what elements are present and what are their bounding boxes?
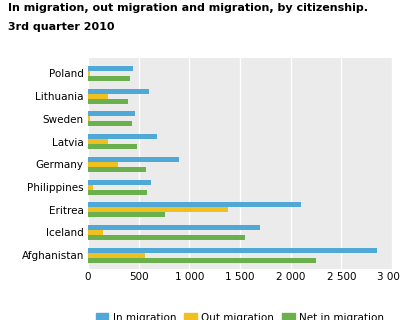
- Bar: [88, 230, 103, 235]
- Bar: [88, 121, 132, 126]
- Text: In migration, out migration and migration, by citizenship.: In migration, out migration and migratio…: [8, 3, 368, 13]
- Bar: [88, 185, 93, 189]
- Bar: [88, 212, 165, 217]
- Bar: [88, 258, 316, 263]
- Bar: [88, 66, 132, 71]
- Bar: [88, 99, 128, 104]
- Bar: [88, 94, 108, 99]
- Bar: [88, 235, 245, 240]
- Text: 3rd quarter 2010: 3rd quarter 2010: [8, 22, 114, 32]
- Bar: [88, 225, 260, 230]
- Bar: [88, 76, 130, 81]
- Bar: [88, 144, 137, 149]
- Bar: [88, 111, 135, 116]
- Bar: [88, 180, 151, 185]
- Bar: [88, 116, 90, 121]
- Bar: [88, 202, 301, 207]
- Bar: [88, 134, 157, 139]
- Bar: [88, 189, 147, 195]
- Bar: [88, 71, 90, 76]
- Bar: [88, 207, 228, 212]
- Bar: [88, 89, 149, 94]
- Legend: In migration, Out migration, Net in migration: In migration, Out migration, Net in migr…: [92, 308, 388, 320]
- Bar: [88, 139, 108, 144]
- Bar: [88, 253, 145, 258]
- Bar: [88, 162, 118, 167]
- Bar: [88, 167, 146, 172]
- Bar: [88, 157, 179, 162]
- Bar: [88, 248, 377, 253]
